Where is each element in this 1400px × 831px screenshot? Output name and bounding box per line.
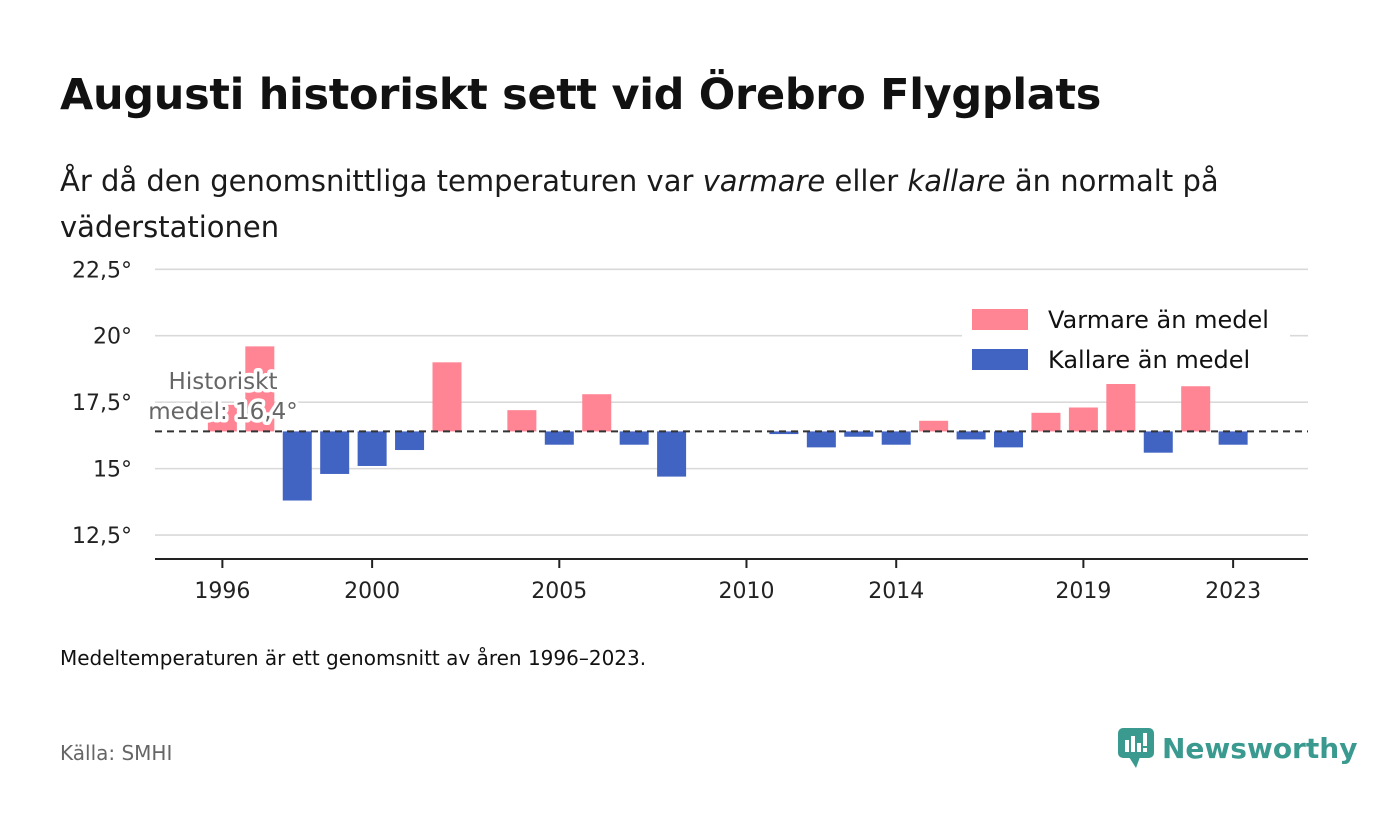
subtitle-part-2: eller: [825, 164, 908, 198]
bar-1997: [245, 346, 275, 432]
subtitle-warm-word: varmare: [702, 164, 826, 198]
bar-2000: [357, 431, 387, 466]
x-tick-label: 2019: [1055, 579, 1111, 604]
y-tick-label: 15°: [93, 458, 132, 483]
bar-2008: [657, 431, 687, 477]
subtitle-part-1: År då den genomsnittliga temperaturen va…: [60, 164, 703, 198]
subtitle-cold-word: kallare: [907, 164, 1006, 198]
legend: Varmare än medel Kallare än medel: [962, 300, 1290, 384]
y-tick-label: 12,5°: [72, 524, 132, 549]
y-axis-labels: 12,5° 15° 17,5° 20° 22,5°: [72, 258, 132, 549]
bar-2011: [769, 431, 799, 435]
x-axis: 1996 2000 2005 2010 2014 2019 2023: [155, 558, 1308, 604]
bar-2015: [919, 420, 949, 432]
x-tick-label: 2010: [718, 579, 774, 604]
baseline-annotation: Historiskt medel: 16,4°: [145, 366, 1308, 433]
newsworthy-logo-text: Newsworthy: [1162, 731, 1358, 765]
bar-2014: [881, 431, 911, 445]
baseline-label-line-2: medel: 16,4°: [148, 399, 297, 425]
bar-2007: [619, 431, 649, 445]
x-tick-label: 2005: [531, 579, 587, 604]
legend-swatch-cold: [972, 349, 1028, 370]
x-tick-label: 1996: [194, 579, 250, 604]
x-tick-label: 2000: [344, 579, 400, 604]
bar-2022: [1181, 386, 1211, 432]
legend-label-cold: Kallare än medel: [1048, 346, 1250, 374]
bar-2019: [1068, 407, 1098, 432]
bar-2021: [1143, 431, 1173, 453]
x-tick-label: 2014: [868, 579, 924, 604]
legend-swatch-warm: [972, 309, 1028, 330]
bar-2006: [582, 394, 612, 432]
chart-title: Augusti historiskt sett vid Örebro Flygp…: [60, 70, 1102, 120]
x-tick-label: 2023: [1205, 579, 1261, 604]
bar-1998: [282, 431, 312, 501]
bar-2017: [994, 431, 1024, 448]
temperature-bar-chart: 12,5° 15° 17,5° 20° 22,5° Historiskt medel: 1…: [72, 258, 1308, 604]
bars: [207, 346, 1248, 501]
bar-2001: [395, 431, 425, 451]
bar-2023: [1218, 431, 1248, 445]
bar-2002: [432, 362, 462, 432]
legend-label-warm: Varmare än medel: [1048, 306, 1269, 334]
newsworthy-logo-icon: [1118, 728, 1154, 768]
bar-2018: [1031, 412, 1061, 432]
bar-2012: [806, 431, 836, 448]
newsworthy-logo: Newsworthy: [1118, 726, 1357, 770]
footnote: Medeltemperaturen är ett genomsnitt av å…: [60, 646, 647, 670]
chart-subtitle: År då den genomsnittliga temperaturen va…: [60, 158, 1300, 250]
bar-2004: [507, 410, 537, 432]
y-tick-label: 20°: [93, 325, 132, 350]
bar-2016: [956, 431, 986, 440]
source-label: Källa: SMHI: [60, 741, 173, 765]
baseline-label-line-1: Historiskt: [169, 369, 278, 395]
bar-1996: [207, 404, 237, 432]
bar-1999: [320, 431, 350, 474]
bar-2005: [544, 431, 574, 445]
bar-2013: [844, 431, 874, 437]
bar-2020: [1106, 383, 1136, 432]
y-tick-label: 17,5°: [72, 391, 132, 416]
subtitle-part-3: än normalt på väderstationen: [60, 164, 1219, 244]
y-tick-label: 22,5°: [72, 258, 132, 283]
